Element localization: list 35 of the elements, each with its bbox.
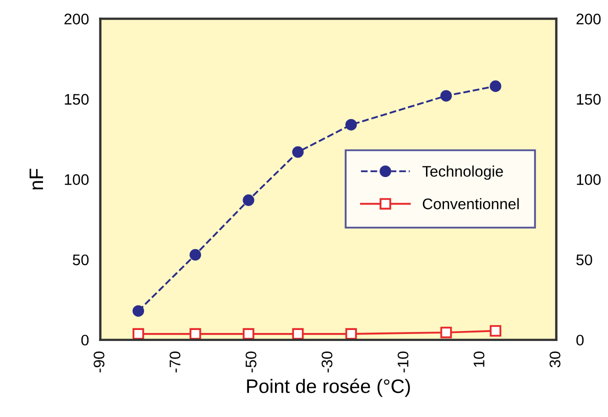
- point: [292, 146, 304, 158]
- y-tick-label: 200: [64, 14, 89, 24]
- point: [490, 325, 502, 337]
- y2-tick-label: 100: [576, 174, 601, 185]
- legend-label: Technologie: [422, 166, 503, 180]
- x-tick-label: 10: [474, 352, 484, 367]
- x-tick-label: 30: [550, 352, 560, 368]
- y2-tick-label: 150: [576, 94, 601, 105]
- point: [345, 328, 357, 340]
- x-tick-label: -90: [94, 352, 104, 372]
- point: [490, 80, 502, 92]
- point: [440, 326, 452, 338]
- point: [345, 118, 357, 130]
- point: [132, 305, 144, 317]
- x-tick-label: -50: [246, 352, 256, 372]
- y2-tick-label: 50: [576, 254, 592, 266]
- y-tick-label: 0: [81, 334, 89, 346]
- point: [292, 328, 304, 340]
- point: [132, 328, 144, 340]
- y-tick-label: 50: [72, 254, 89, 266]
- point: [190, 328, 202, 340]
- x-tick-label: -70: [170, 352, 180, 372]
- point: [440, 90, 452, 102]
- x-tick-label: -10: [398, 352, 408, 372]
- y2-tick-label: 200: [576, 14, 601, 24]
- x-tick-label: -30: [322, 352, 332, 372]
- legend-label: Conventionnel: [422, 198, 519, 210]
- x-axis-title: Point de rosée (°C): [247, 378, 410, 397]
- y2-tick-label: 0: [576, 334, 584, 346]
- point: [190, 249, 202, 261]
- y-tick-label: 150: [64, 94, 89, 105]
- point: [242, 194, 254, 206]
- y-axis-title: nF: [30, 168, 44, 190]
- y-tick-label: 100: [64, 174, 89, 185]
- point: [242, 328, 254, 340]
